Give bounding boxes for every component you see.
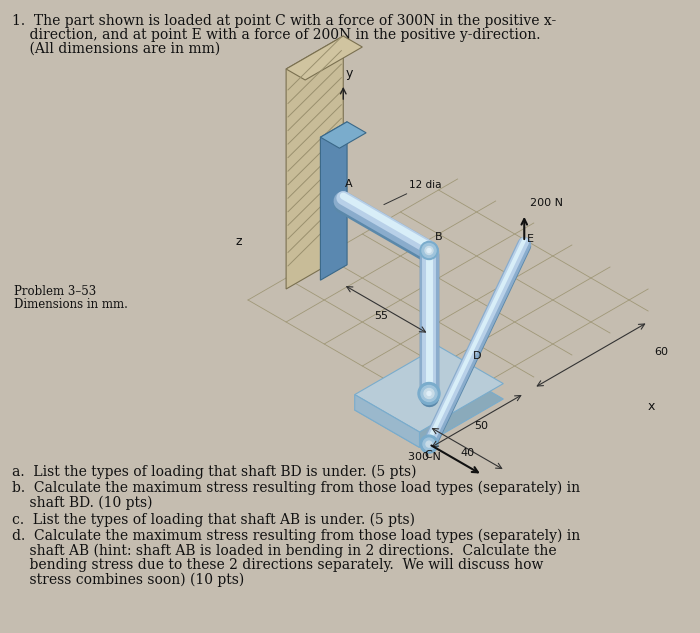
Polygon shape <box>355 361 503 448</box>
Circle shape <box>420 435 438 453</box>
Text: Dimensions in mm.: Dimensions in mm. <box>14 298 128 311</box>
Text: a.  List the types of loading that shaft BD is under. (5 pts): a. List the types of loading that shaft … <box>12 465 416 479</box>
Text: 50: 50 <box>475 421 489 431</box>
Polygon shape <box>321 122 366 148</box>
Text: 200 N: 200 N <box>530 198 563 208</box>
Polygon shape <box>286 36 343 289</box>
Circle shape <box>422 244 436 258</box>
Text: 1.  The part shown is loaded at point C with a force of 300N in the positive x-: 1. The part shown is loaded at point C w… <box>12 14 556 28</box>
Circle shape <box>425 246 433 254</box>
Text: 40: 40 <box>460 449 474 458</box>
Circle shape <box>427 391 431 396</box>
Polygon shape <box>355 394 419 448</box>
Text: 300 N: 300 N <box>407 452 440 462</box>
Text: z: z <box>236 235 242 248</box>
Text: A: A <box>345 179 353 189</box>
Text: 60: 60 <box>654 347 668 357</box>
Text: x: x <box>648 400 655 413</box>
Text: d.  Calculate the maximum stress resulting from those load types (separately) in: d. Calculate the maximum stress resultin… <box>12 529 580 543</box>
Text: D: D <box>473 351 482 361</box>
Polygon shape <box>355 346 503 432</box>
Text: (All dimensions are in mm): (All dimensions are in mm) <box>12 42 220 56</box>
Circle shape <box>418 382 440 404</box>
Circle shape <box>420 242 438 260</box>
Text: Problem 3–53: Problem 3–53 <box>14 285 97 298</box>
Text: 55: 55 <box>374 311 388 322</box>
Circle shape <box>424 389 434 399</box>
Circle shape <box>423 438 435 450</box>
Text: b.  Calculate the maximum stress resulting from those load types (separately) in: b. Calculate the maximum stress resultin… <box>12 481 580 496</box>
Polygon shape <box>286 36 363 80</box>
Circle shape <box>427 249 431 253</box>
Circle shape <box>421 385 437 401</box>
Polygon shape <box>321 122 347 280</box>
Circle shape <box>426 441 432 447</box>
Text: y: y <box>345 67 353 80</box>
Text: stress combines soon) (10 pts): stress combines soon) (10 pts) <box>12 572 244 587</box>
Text: B: B <box>435 232 442 242</box>
Text: c.  List the types of loading that shaft AB is under. (5 pts): c. List the types of loading that shaft … <box>12 513 415 527</box>
Text: E: E <box>527 234 534 244</box>
Text: C: C <box>424 450 432 460</box>
Text: 12 dia: 12 dia <box>384 180 442 204</box>
Text: shaft AB (hint: shaft AB is loaded in bending in 2 directions.  Calculate the: shaft AB (hint: shaft AB is loaded in be… <box>12 543 556 558</box>
Text: direction, and at point E with a force of 200N in the positive y-direction.: direction, and at point E with a force o… <box>12 28 540 42</box>
Text: bending stress due to these 2 directions separately.  We will discuss how: bending stress due to these 2 directions… <box>12 558 543 572</box>
Text: shaft BD. (10 pts): shaft BD. (10 pts) <box>12 496 153 510</box>
